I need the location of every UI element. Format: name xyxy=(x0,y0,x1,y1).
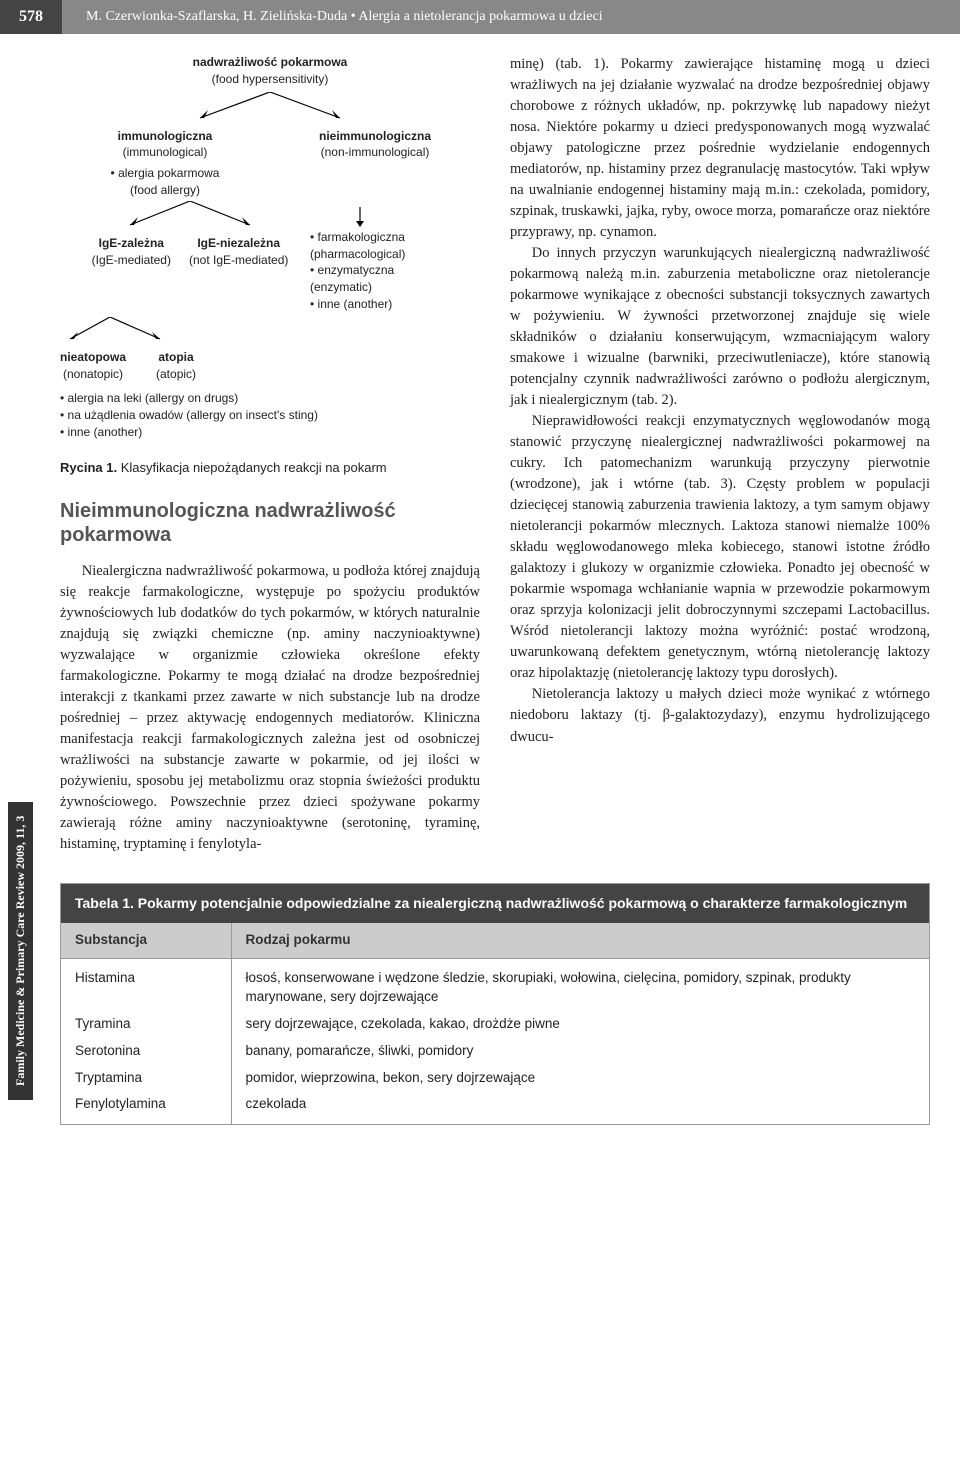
table-row: Histamina łosoś, konserwowane i wędzone … xyxy=(61,958,929,1010)
left-paragraph: Niealergiczna nadwrażliwość pokarmowa, u… xyxy=(60,561,480,855)
node-nonatopic: nieatopowa (nonatopic) xyxy=(60,349,126,383)
node-ige-indep-en: (not IgE-mediated) xyxy=(189,252,288,269)
table-1-h1: Substancja xyxy=(61,923,231,958)
node-immunological-b2: (food allergy) xyxy=(80,182,250,199)
right-p3: Nieprawidłowości reakcji enzymatycznych … xyxy=(510,411,930,684)
table-cell: pomidor, wieprzowina, bekon, sery dojrze… xyxy=(231,1065,929,1092)
node-atopic: atopia (atopic) xyxy=(156,349,196,383)
node-nonimmunological: nieimmunologiczna (non-immunological) xyxy=(290,128,460,199)
node-immunological-en: (immunological) xyxy=(80,144,250,161)
figure-label: Rycina 1. xyxy=(60,460,117,475)
node-immunological-pl: immunologiczna xyxy=(80,128,250,145)
node-immunological-b1: • alergia pokarmowa xyxy=(80,165,250,182)
arrow-down-icon xyxy=(350,207,370,229)
nonimmunological-list: • farmakologiczna (pharmacological) • en… xyxy=(310,207,460,313)
nonimm-b2e: (enzymatic) xyxy=(310,279,460,296)
node-atopic-pl: atopia xyxy=(156,349,196,366)
node-ige-indep: IgE-niezależna (not IgE-mediated) xyxy=(189,235,288,269)
section-heading: Nieimmunologiczna nadwrażliwość pokarmow… xyxy=(60,499,480,547)
right-p2: Do innych przyczyn warunkujących niealer… xyxy=(510,243,930,411)
diagram-root-en: (food hypersensitivity) xyxy=(212,72,329,86)
figure-caption-text: Klasyfikacja niepożądanych reakcji na po… xyxy=(117,460,387,475)
node-ige-dep: IgE-zależna (IgE-mediated) xyxy=(92,235,171,269)
table-row: Fenylotylamina czekolada xyxy=(61,1091,929,1124)
bl2: • na użądlenia owadów (allergy on insect… xyxy=(60,407,480,424)
table-1-h2: Rodzaj pokarmu xyxy=(231,923,929,958)
table-cell: Serotonina xyxy=(61,1038,231,1065)
table-cell: Tyramina xyxy=(61,1011,231,1038)
table-row: Serotonina banany, pomarańcze, śliwki, p… xyxy=(61,1038,929,1065)
table-cell: Tryptamina xyxy=(61,1065,231,1092)
nonimm-b2: • enzymatyczna xyxy=(310,262,460,279)
node-nonatopic-pl: nieatopowa xyxy=(60,349,126,366)
arrow-split-icon xyxy=(60,317,200,343)
bl1: • alergia na leki (allergy on drugs) xyxy=(60,390,480,407)
running-title: M. Czerwionka-Szaflarska, H. Zielińska-D… xyxy=(62,0,960,34)
node-nonatopic-en: (nonatopic) xyxy=(60,366,126,383)
figure-caption: Rycina 1. Klasyfikacja niepożądanych rea… xyxy=(60,459,480,477)
journal-side-label: Family Medicine & Primary Care Review 20… xyxy=(8,802,33,1100)
node-immunological: immunologiczna (immunological) • alergia… xyxy=(80,128,250,199)
arrow-split-icon xyxy=(160,92,380,122)
table-row: Tryptamina pomidor, wieprzowina, bekon, … xyxy=(61,1065,929,1092)
table-cell: sery dojrzewające, czekolada, kakao, dro… xyxy=(231,1011,929,1038)
table-1: Tabela 1. Pokarmy potencjalnie odpowiedz… xyxy=(60,883,930,1125)
table-1-title: Tabela 1. Pokarmy potencjalnie odpowiedz… xyxy=(61,884,929,923)
nonimm-b3: • inne (another) xyxy=(310,296,460,313)
diagram-root-pl: nadwrażliwość pokarmowa xyxy=(193,55,348,69)
right-p1: minę) (tab. 1). Pokarmy zawierające hist… xyxy=(510,54,930,243)
table-cell: Histamina xyxy=(61,958,231,1010)
node-atopic-en: (atopic) xyxy=(156,366,196,383)
node-ige-dep-en: (IgE-mediated) xyxy=(92,252,171,269)
node-nonimmunological-en: (non-immunological) xyxy=(290,144,460,161)
bottom-bullet-list: • alergia na leki (allergy on drugs) • n… xyxy=(60,390,480,440)
table-cell: łosoś, konserwowane i wędzone śledzie, s… xyxy=(231,958,929,1010)
node-nonimmunological-pl: nieimmunologiczna xyxy=(290,128,460,145)
node-ige-dep-pl: IgE-zależna xyxy=(92,235,171,252)
bl3: • inne (another) xyxy=(60,424,480,441)
page-header: 578 M. Czerwionka-Szaflarska, H. Zielińs… xyxy=(0,0,960,34)
page-number: 578 xyxy=(0,0,62,34)
right-p4: Nietolerancja laktozy u małych dzieci mo… xyxy=(510,684,930,747)
table-row: Tyramina sery dojrzewające, czekolada, k… xyxy=(61,1011,929,1038)
nonimm-b1e: (pharmacological) xyxy=(310,246,460,263)
table-cell: Fenylotylamina xyxy=(61,1091,231,1124)
arrow-split-icon xyxy=(100,201,280,229)
nonimm-b1: • farmakologiczna xyxy=(310,229,460,246)
table-cell: banany, pomarańcze, śliwki, pomidory xyxy=(231,1038,929,1065)
left-column: nadwrażliwość pokarmowa (food hypersensi… xyxy=(60,54,480,855)
right-column: minę) (tab. 1). Pokarmy zawierające hist… xyxy=(510,54,930,855)
diagram-root: nadwrażliwość pokarmowa (food hypersensi… xyxy=(60,54,480,88)
classification-diagram: nadwrażliwość pokarmowa (food hypersensi… xyxy=(60,54,480,441)
node-ige-indep-pl: IgE-niezależna xyxy=(189,235,288,252)
table-1-grid: Substancja Rodzaj pokarmu Histamina łoso… xyxy=(61,923,929,1124)
table-cell: czekolada xyxy=(231,1091,929,1124)
